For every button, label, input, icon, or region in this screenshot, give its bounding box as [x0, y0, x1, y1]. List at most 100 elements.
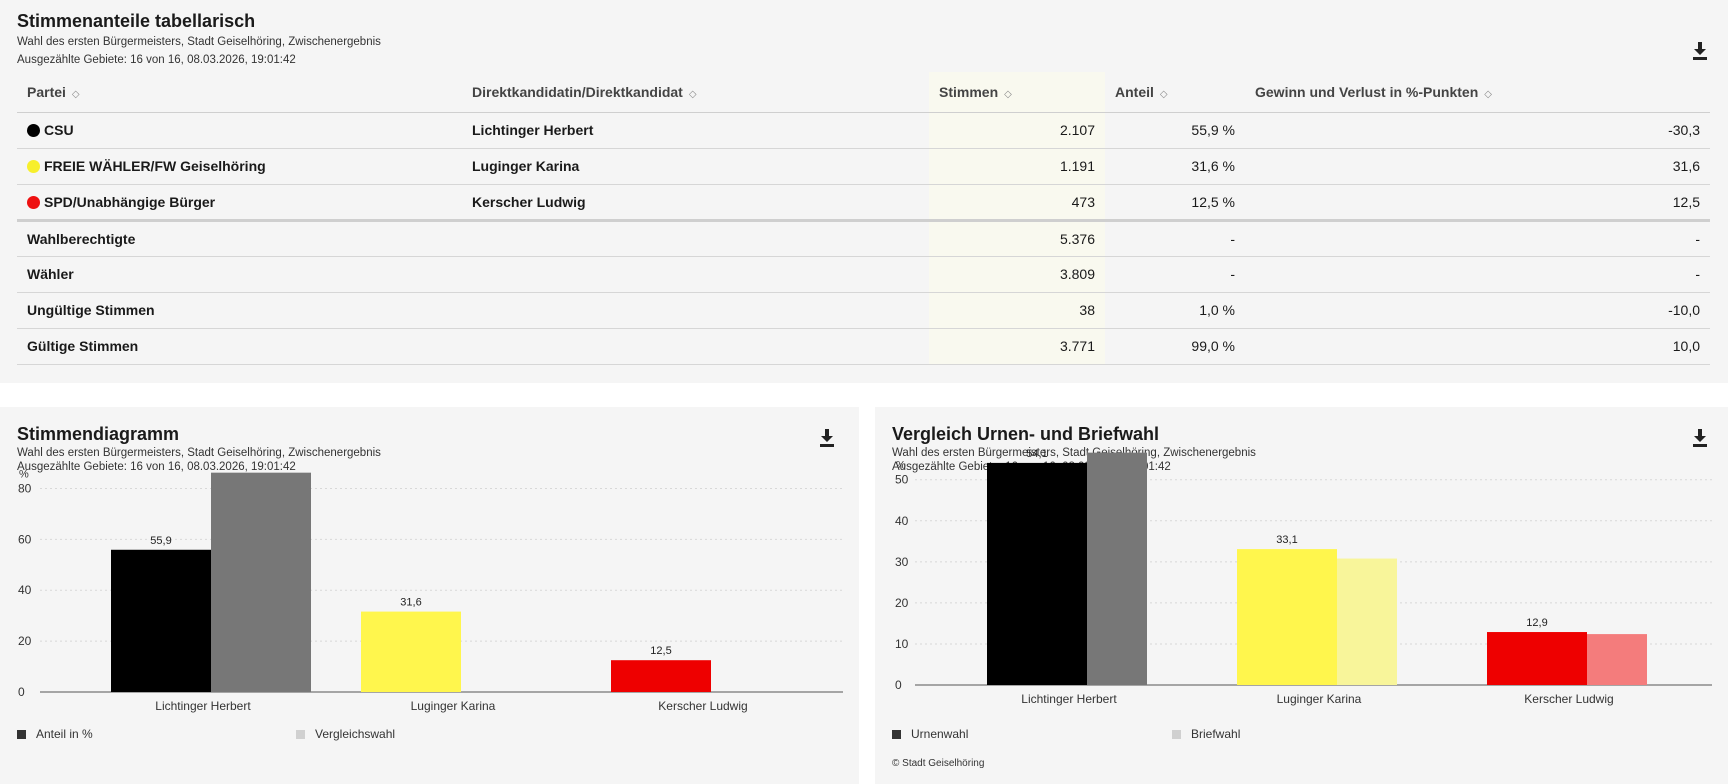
table-title: Stimmenanteile tabellarisch	[17, 11, 256, 31]
legend-label: Anteil in %	[36, 727, 93, 741]
x-category-label: Lichtinger Herbert	[1021, 692, 1117, 706]
summary-row: Wahlberechtigte 5.376- -	[17, 220, 1710, 257]
legend-item-vergleichswahl[interactable]: Vergleichswahl	[296, 727, 395, 741]
table-subtitle: Wahl des ersten Bürgermeisters, Stadt Ge…	[17, 36, 381, 48]
y-tick-label: 30	[895, 555, 909, 569]
chart1-subtitle: Wahl des ersten Bürgermeisters, Stadt Ge…	[17, 447, 381, 459]
change-cell: 12,5	[1245, 184, 1710, 222]
votes-cell: 38	[929, 292, 1105, 329]
party-name: SPD/Unabhängige Bürger	[44, 193, 216, 210]
sort-icon[interactable]: ◇	[1484, 88, 1492, 100]
party-color-dot	[27, 124, 40, 137]
share-cell: 31,6 %	[1105, 148, 1245, 185]
change-cell: -30,3	[1245, 112, 1710, 149]
empty-cell	[462, 292, 929, 329]
chart2-subtitle: Wahl des ersten Bürgermeisters, Stadt Ge…	[892, 447, 1256, 459]
party-cell: CSU	[17, 112, 462, 149]
download-icon[interactable]	[1692, 429, 1708, 447]
column-header-gewinn-verlust[interactable]: Gewinn und Verlust in %-Punkten ◇	[1245, 72, 1710, 113]
data-label: 55,9	[150, 535, 171, 547]
sort-icon[interactable]: ◇	[688, 88, 697, 100]
y-tick-label: 80	[18, 481, 32, 495]
empty-cell	[462, 328, 929, 365]
sort-icon[interactable]: ◇	[1159, 88, 1168, 100]
urnen-briefwahl-panel: Vergleich Urnen- und Briefwahl Wahl des …	[875, 407, 1728, 784]
candidate-cell: Kerscher Ludwig	[462, 184, 929, 222]
legend-swatch	[296, 729, 305, 739]
y-axis-unit-label: %	[19, 468, 29, 480]
x-category-label: Kerscher Ludwig	[658, 699, 747, 713]
x-category-label: Kerscher Ludwig	[1524, 692, 1613, 706]
y-axis-unit-label: %	[896, 460, 906, 472]
y-tick-label: 20	[18, 634, 32, 648]
votes-cell: 1.191	[929, 148, 1105, 185]
share-cell: 12,5 %	[1105, 184, 1245, 222]
table-panel: Stimmenanteile tabellarisch Wahl des ers…	[0, 0, 1728, 383]
x-category-label: Luginger Karina	[1277, 692, 1362, 706]
bar-urnenwahl	[1237, 549, 1337, 685]
download-icon[interactable]	[1692, 42, 1708, 60]
y-tick-label: 0	[18, 685, 25, 699]
y-tick-label: 40	[895, 514, 909, 528]
download-icon[interactable]	[819, 429, 835, 447]
votes-cell: 2.107	[929, 112, 1105, 149]
party-cell: SPD/Unabhängige Bürger	[17, 184, 462, 222]
y-tick-label: 0	[895, 678, 902, 692]
legend-label: Vergleichswahl	[315, 727, 396, 741]
y-tick-label: 60	[18, 532, 32, 546]
data-label: 31,6	[400, 597, 421, 609]
bar-briefwahl	[1337, 558, 1397, 685]
votes-cell: 5.376	[929, 220, 1105, 257]
empty-cell	[462, 220, 929, 257]
change-cell: -	[1245, 220, 1710, 257]
summary-label-cell: Gültige Stimmen	[17, 328, 462, 365]
share-cell: 99,0 %	[1105, 328, 1245, 365]
y-tick-label: 40	[18, 583, 32, 597]
sort-icon[interactable]: ◇	[71, 88, 80, 100]
empty-cell	[462, 256, 929, 293]
party-cell: FREIE WÄHLER/FW Geiselhöring	[17, 148, 462, 185]
data-label: 54,1	[1026, 448, 1047, 460]
votes-cell: 473	[929, 184, 1105, 222]
y-tick-label: 10	[895, 637, 909, 651]
bar-briefwahl	[1087, 452, 1147, 685]
column-header-kandidat[interactable]: Direktkandidatin/Direktkandidat ◇	[462, 72, 929, 113]
chart2-title: Vergleich Urnen- und Briefwahl	[892, 424, 1160, 444]
legend-label: Briefwahl	[1191, 727, 1241, 741]
stimmendiagramm-chart: 0 20 40 60 80% 55,9 Lichtinger Herbert 31,6 Lugi…	[18, 468, 843, 713]
change-cell: -	[1245, 256, 1710, 293]
party-name: FREIE WÄHLER/FW Geiselhöring	[44, 158, 266, 174]
bar-anteil-in-	[361, 611, 461, 692]
data-label: 12,9	[1526, 617, 1547, 629]
bar-vergleichswahl	[211, 472, 311, 692]
change-cell: 10,0	[1245, 328, 1710, 365]
bar-urnenwahl	[1487, 632, 1587, 685]
legend-item-urnenwahl[interactable]: Urnenwahl	[892, 727, 968, 741]
sort-icon[interactable]: ◇	[1004, 88, 1012, 100]
share-cell: -	[1105, 256, 1245, 293]
table-row: FREIE WÄHLER/FW Geiselhöring Luginger Kar…	[17, 148, 1710, 185]
legend-label: Urnenwahl	[911, 727, 969, 741]
chart1-title: Stimmendiagramm	[17, 424, 180, 444]
column-header-anteil[interactable]: Anteil ◇	[1105, 72, 1245, 113]
table-counted: Ausgezählte Gebiete: 16 von 16, 08.03.20…	[17, 54, 296, 66]
bar-anteil-in-	[611, 660, 711, 692]
bar-anteil-in-	[111, 549, 211, 692]
party-color-dot	[27, 160, 40, 173]
data-label: 33,1	[1276, 534, 1297, 546]
table-row: SPD/Unabhängige Bürger Kerscher Ludwig 473…	[17, 184, 1710, 222]
table-header-row: Partei ◇ Direktkandidatin/Direktkandidat ◇…	[17, 72, 1710, 113]
column-header-partei[interactable]: Partei ◇	[17, 72, 462, 113]
y-tick-label: 50	[895, 473, 909, 487]
table-row: CSU Lichtinger Herbert 2.107 55,9 % -30,3	[17, 112, 1710, 149]
copyright-text: © Stadt Geiselhöring	[892, 758, 985, 769]
stimmendiagramm-panel: Stimmendiagramm Wahl des ersten Bürgerme…	[0, 407, 859, 784]
legend-item-briefwahl[interactable]: Briefwahl	[1172, 727, 1240, 741]
column-header-stimmen[interactable]: Stimmen ◇	[929, 72, 1105, 113]
chart1-counted: Ausgezählte Gebiete: 16 von 16, 08.03.20…	[17, 461, 296, 473]
legend-swatch	[892, 729, 901, 739]
y-tick-label: 20	[895, 596, 909, 610]
data-label: 12,5	[650, 645, 671, 657]
legend-swatch	[1172, 729, 1181, 739]
legend-item-anteil[interactable]: Anteil in %	[17, 727, 93, 741]
